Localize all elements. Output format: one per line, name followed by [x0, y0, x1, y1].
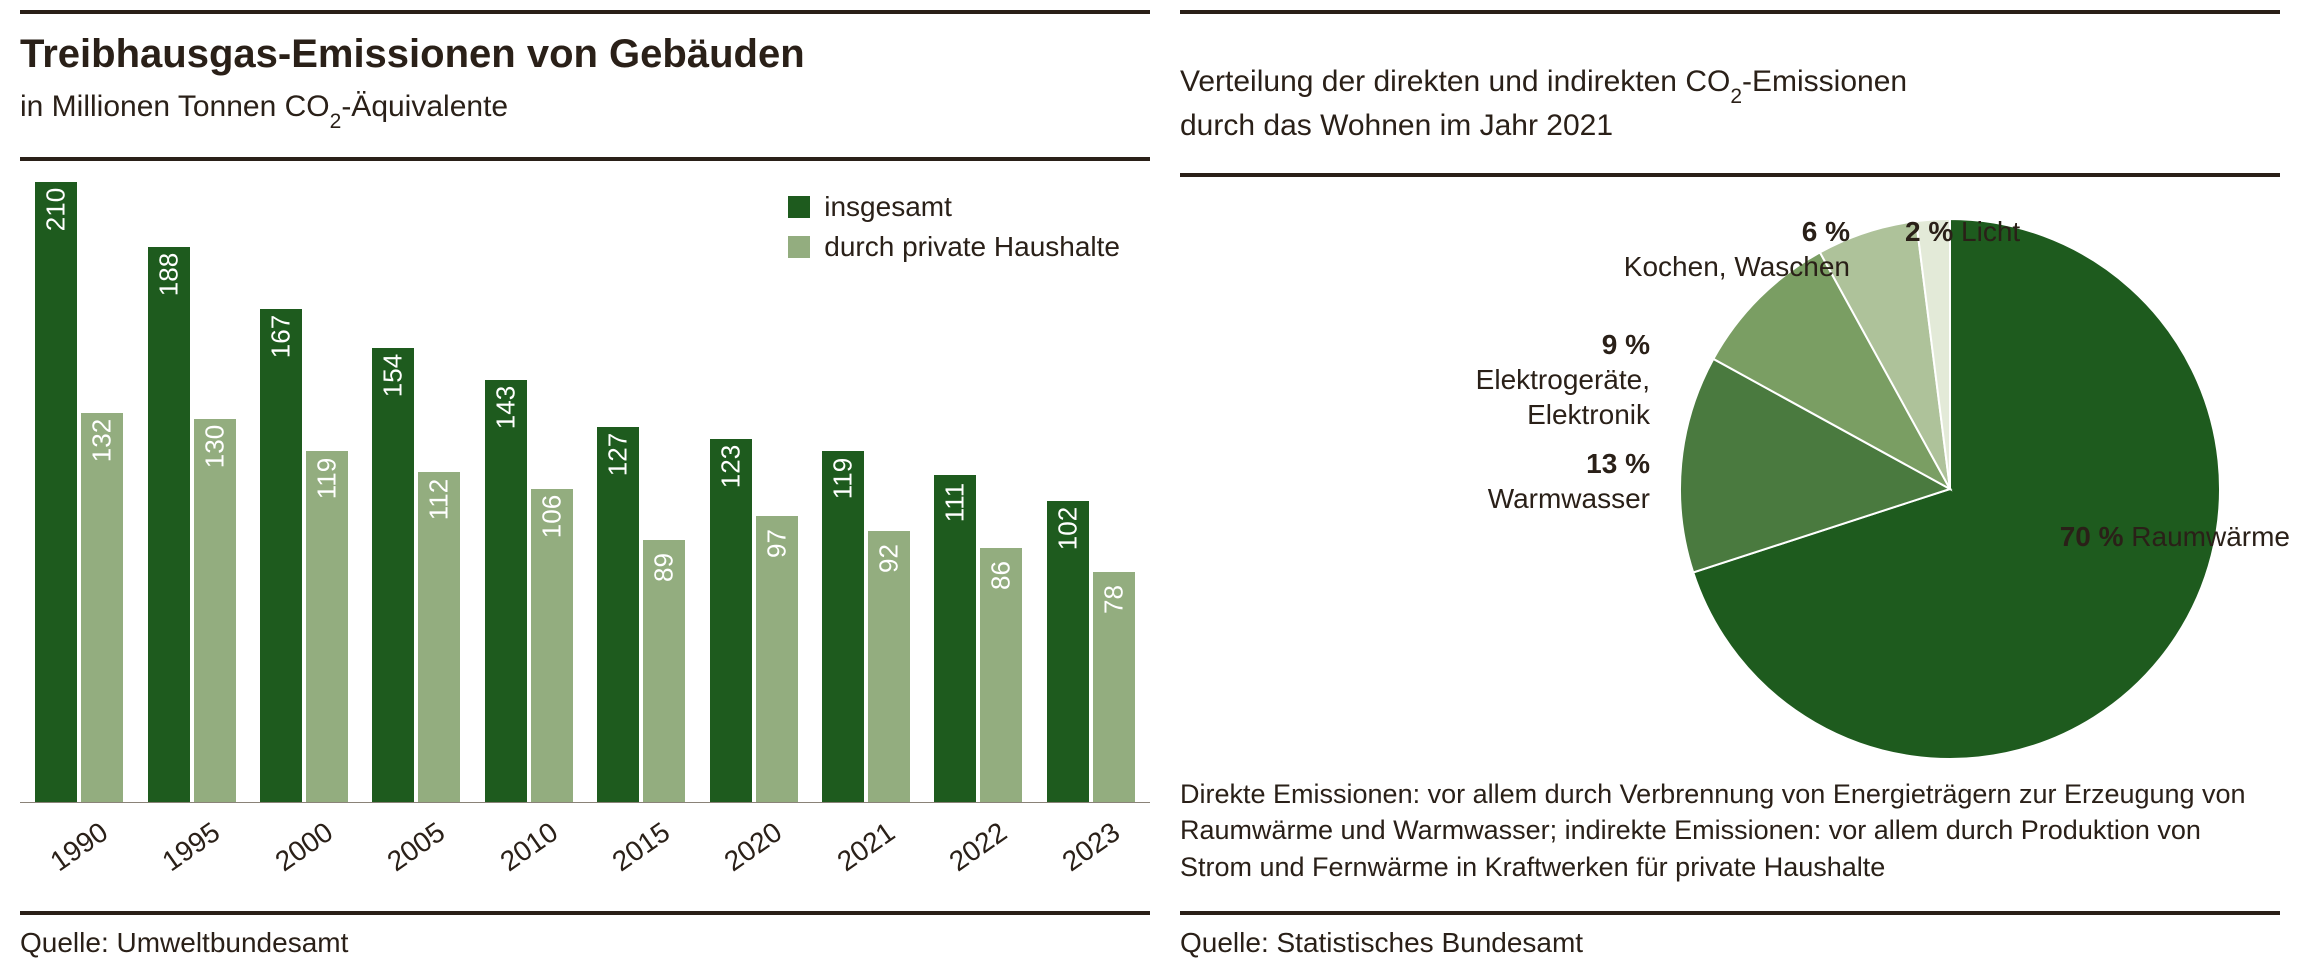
x-axis-label: 2005 [364, 804, 470, 891]
x-axis-label: 2020 [701, 804, 807, 891]
pie-label: 13 %Warmwasser [1488, 446, 1650, 516]
bar-secondary: 112 [418, 472, 460, 803]
year-group: 154 112 [363, 183, 469, 802]
year-group: 188 130 [138, 183, 244, 802]
legend: insgesamt durch private Haushalte [788, 191, 1120, 271]
bar-value-label: 106 [536, 495, 567, 538]
year-group: 111 86 [925, 183, 1031, 802]
bar-value-label: 132 [87, 418, 118, 461]
bar-value-label: 143 [490, 386, 521, 429]
right-title-line2: durch das Wohnen im Jahr 2021 [1180, 106, 2280, 147]
chart-subtitle: in Millionen Tonnen CO2-Äquivalente [20, 87, 1150, 131]
bar-value-label: 188 [153, 253, 184, 296]
bar-secondary: 130 [194, 419, 236, 803]
legend-item-secondary: durch private Haushalte [788, 231, 1120, 263]
right-title-line1: Verteilung der direkten und indirekten C… [1180, 62, 2280, 106]
year-group: 143 106 [476, 183, 582, 802]
bar-value-label: 112 [424, 478, 455, 519]
x-axis-label: 2000 [251, 804, 357, 891]
x-axis-label: 1995 [139, 804, 245, 891]
pie-chart: 70 % Raumwärme13 %Warmwasser9 %Elektroge… [1180, 199, 2280, 764]
bar-value-label: 111 [940, 482, 971, 522]
left-panel: Treibhausgas-Emissionen von Gebäuden in … [20, 10, 1150, 959]
pie-label: 9 %Elektrogeräte,Elektronik [1476, 327, 1650, 432]
legend-swatch-primary [788, 196, 810, 218]
bar-value-label: 119 [312, 458, 343, 499]
bar-secondary: 97 [756, 516, 798, 802]
rule-bottom [20, 911, 1150, 915]
source-left: Quelle: Umweltbundesamt [20, 927, 1150, 959]
rule-top [20, 10, 1150, 14]
x-axis-label: 2015 [588, 804, 694, 891]
bar-primary: 111 [934, 475, 976, 803]
year-group: 119 92 [813, 183, 919, 802]
bar-primary: 127 [597, 427, 639, 802]
x-axis-label: 2010 [476, 804, 582, 891]
bar-value-label: 210 [41, 188, 72, 231]
bar-value-label: 127 [603, 433, 634, 476]
x-axis-label: 2023 [1038, 804, 1144, 891]
bar-value-label: 78 [1098, 585, 1129, 614]
bar-secondary: 78 [1093, 572, 1135, 802]
bar-primary: 119 [822, 451, 864, 802]
bar-value-label: 92 [874, 544, 905, 573]
x-axis-label: 2021 [813, 804, 919, 891]
right-panel: Verteilung der direkten und indirekten C… [1180, 10, 2280, 959]
bar-primary: 102 [1047, 501, 1089, 802]
year-group: 127 89 [588, 183, 694, 802]
legend-label: insgesamt [824, 191, 952, 223]
x-axis-label: 2022 [926, 804, 1032, 891]
year-group: 210 132 [26, 183, 132, 802]
bar-value-label: 97 [761, 529, 792, 558]
legend-label: durch private Haushalte [824, 231, 1120, 263]
bar-secondary: 119 [306, 451, 348, 802]
chart-container: Treibhausgas-Emissionen von Gebäuden in … [0, 0, 2300, 969]
x-axis: 1990199520002005201020152020202120222023 [20, 803, 1150, 863]
bar-secondary: 132 [81, 413, 123, 803]
bar-chart: insgesamt durch private Haushalte 210 132… [20, 183, 1150, 885]
bar-primary: 154 [372, 348, 414, 803]
rule-mid-right [1180, 173, 2280, 177]
bar-value-label: 167 [266, 315, 297, 358]
x-axis-label: 1990 [26, 804, 132, 891]
bar-secondary: 92 [868, 531, 910, 803]
year-group: 123 97 [700, 183, 806, 802]
bar-value-label: 154 [378, 353, 409, 396]
bar-primary: 123 [710, 439, 752, 802]
bars-container: 210 132 188 130 167 119 154 112 143 106 127 89 123 97… [20, 183, 1150, 803]
year-group: 102 78 [1038, 183, 1144, 802]
rule-top-right [1180, 10, 2280, 14]
pie-label: 2 % Licht [1905, 214, 2020, 249]
bar-secondary: 86 [980, 548, 1022, 802]
rule-bottom-right [1180, 911, 2280, 915]
bar-value-label: 86 [986, 561, 1017, 590]
bar-value-label: 130 [199, 424, 230, 467]
bar-value-label: 102 [1052, 507, 1083, 550]
source-right: Quelle: Statistisches Bundesamt [1180, 927, 2280, 959]
rule-mid [20, 157, 1150, 161]
footnote: Direkte Emissionen: vor allem durch Verb… [1180, 776, 2280, 885]
bar-secondary: 89 [643, 540, 685, 803]
chart-title: Treibhausgas-Emissionen von Gebäuden [20, 32, 1150, 77]
legend-swatch-secondary [788, 236, 810, 258]
bar-primary: 167 [260, 309, 302, 802]
pie-svg [1680, 219, 2220, 759]
bar-primary: 210 [35, 182, 77, 802]
bar-primary: 188 [148, 247, 190, 802]
bar-value-label: 119 [828, 458, 859, 499]
bar-primary: 143 [485, 380, 527, 802]
legend-item-primary: insgesamt [788, 191, 1120, 223]
bar-value-label: 123 [715, 445, 746, 488]
bar-value-label: 89 [649, 553, 680, 582]
year-group: 167 119 [251, 183, 357, 802]
pie-label: 6 %Kochen, Waschen [1624, 214, 1850, 284]
pie-label: 70 % Raumwärme [2060, 519, 2290, 554]
bar-secondary: 106 [531, 489, 573, 802]
